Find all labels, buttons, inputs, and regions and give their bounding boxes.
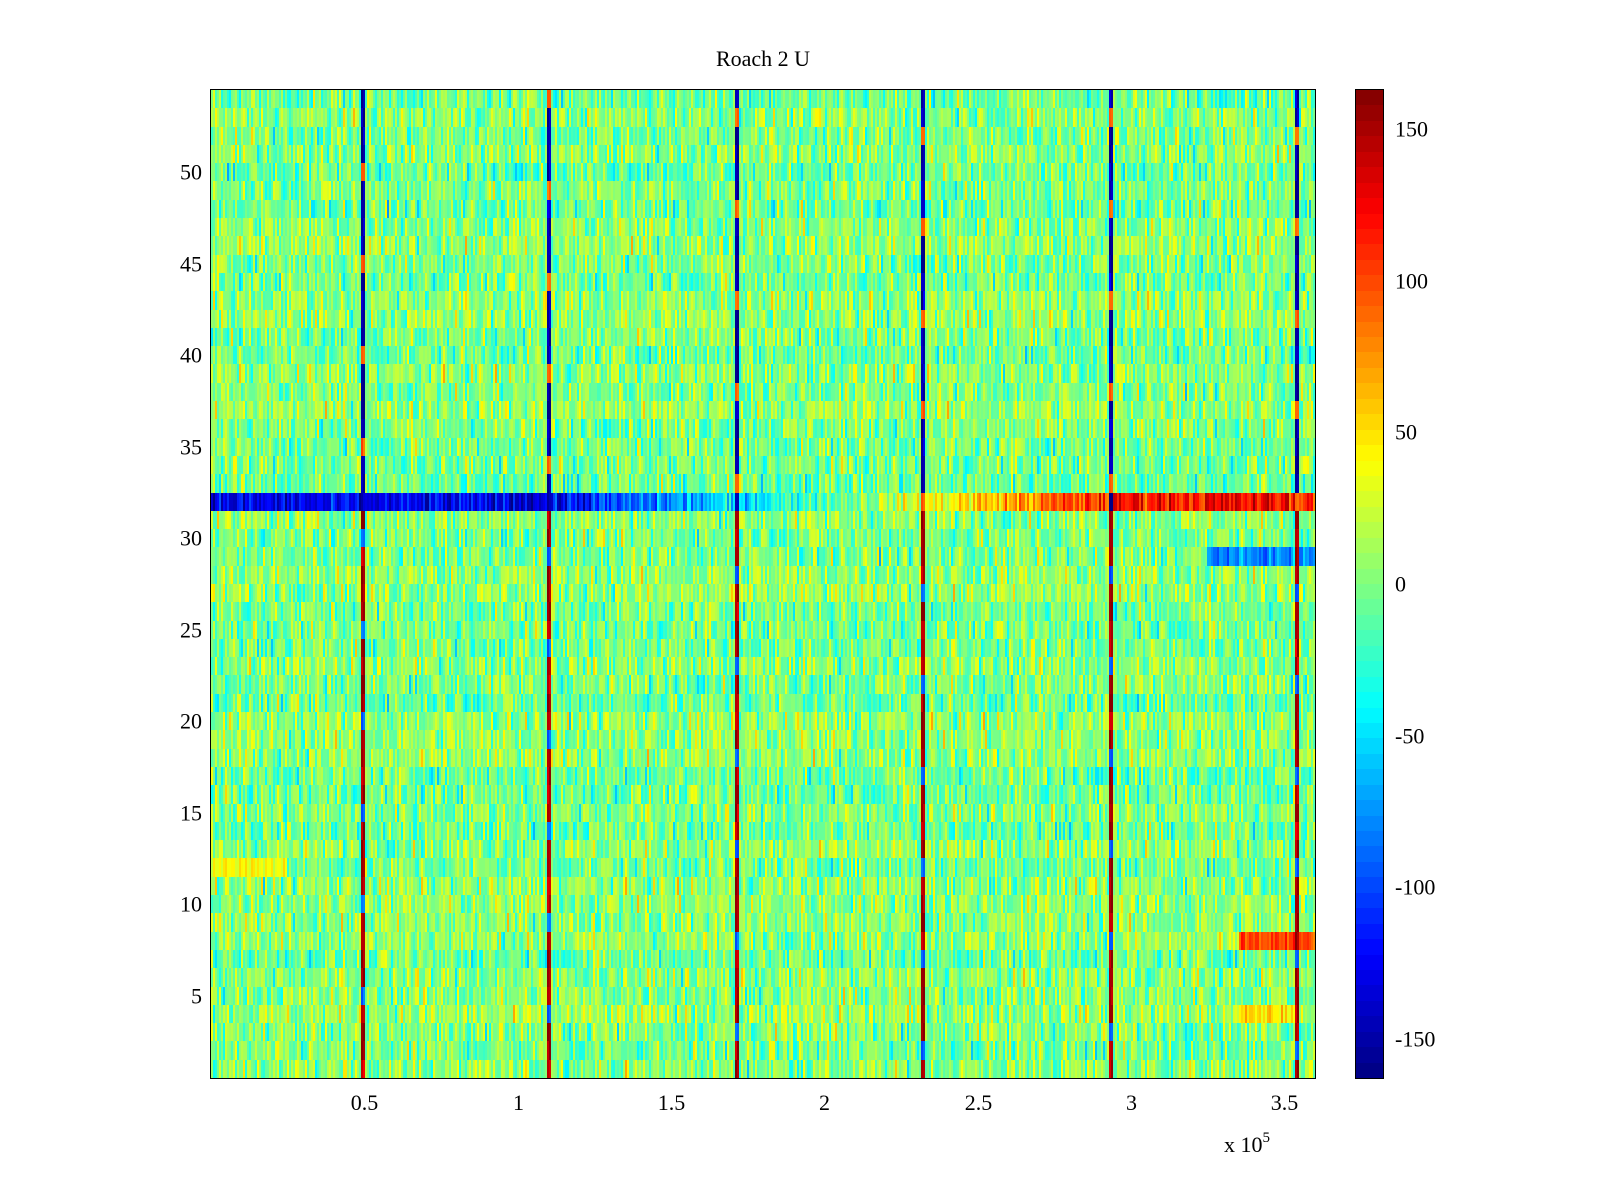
- colorbar-tick-label: 150: [1395, 117, 1428, 142]
- heatmap-image: [211, 90, 1315, 1078]
- colorbar-axis: 150 100 50 0 -50 -100 -150: [1356, 117, 1435, 1052]
- x-tick-label: 1.5: [658, 1090, 686, 1115]
- chart-title: Roach 2 U: [716, 46, 810, 71]
- colorbar-tick-label: 50: [1395, 420, 1417, 445]
- colorbar-image: [1356, 90, 1383, 1078]
- colorbar-tick-label: -100: [1395, 875, 1435, 900]
- y-tick-label: 40: [180, 343, 202, 368]
- colorbar-tick-label: 0: [1395, 572, 1406, 597]
- y-tick-label: 15: [180, 801, 202, 826]
- x-tick-label: 1: [513, 1090, 524, 1115]
- x-tick-label: 3.5: [1271, 1090, 1299, 1115]
- colorbar-tick-label: -150: [1395, 1027, 1435, 1052]
- colorbar-tick-label: -50: [1395, 724, 1424, 749]
- x-multiplier-label: x 105: [1224, 1130, 1270, 1157]
- x-multiplier-exponent: 5: [1263, 1130, 1271, 1146]
- y-tick-label: 20: [180, 709, 202, 734]
- x-axis: 0.5 1 1.5 2 2.5 3 3.5: [351, 90, 1299, 1115]
- y-tick-label: 10: [180, 892, 202, 917]
- y-tick-label: 25: [180, 618, 202, 643]
- x-tick-label: 2: [819, 1090, 830, 1115]
- y-tick-label: 30: [180, 526, 202, 551]
- y-tick-label: 45: [180, 252, 202, 277]
- x-tick-label: 2.5: [965, 1090, 993, 1115]
- plot-frame: [210, 89, 1316, 1079]
- y-tick-label: 5: [191, 984, 202, 1009]
- x-multiplier-base: x 10: [1224, 1132, 1263, 1157]
- x-tick-label: 0.5: [351, 1090, 379, 1115]
- y-tick-label: 35: [180, 435, 202, 460]
- colorbar-frame: [1355, 89, 1384, 1079]
- x-tick-label: 3: [1126, 1090, 1137, 1115]
- y-axis: 5 10 15 20 25 30 35 40 45 50: [180, 160, 1315, 1009]
- y-tick-label: 50: [180, 160, 202, 185]
- colorbar-tick-label: 100: [1395, 269, 1428, 294]
